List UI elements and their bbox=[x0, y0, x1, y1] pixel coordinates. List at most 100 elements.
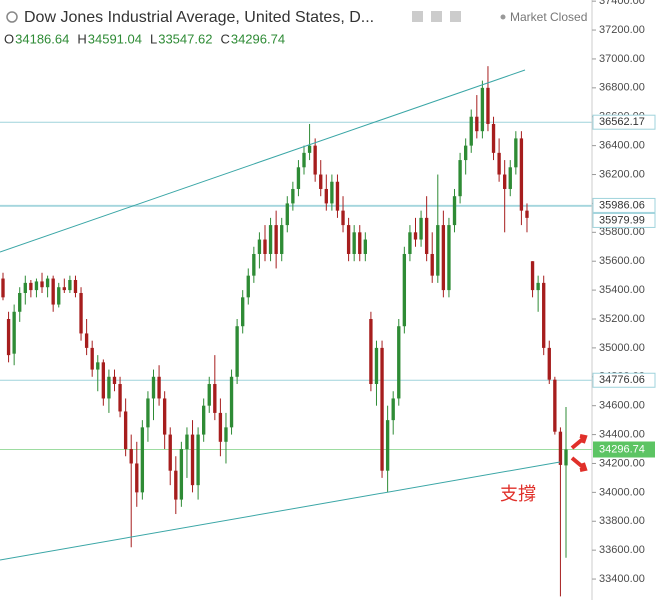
y-tick-label: 37000.00 bbox=[599, 53, 645, 65]
support-annotation: 支撐 bbox=[500, 484, 536, 504]
candle-body bbox=[508, 167, 512, 189]
price-axis: 33400.00 33600.00 33800.00 34000.00 34200.00… bbox=[592, 0, 656, 585]
candle-body bbox=[413, 232, 418, 240]
candle-body bbox=[157, 376, 161, 399]
plot-area bbox=[0, 66, 592, 597]
candle-body bbox=[503, 174, 507, 189]
status-dot bbox=[500, 14, 506, 20]
y-tick-label: 35000.00 bbox=[599, 342, 645, 354]
ohlc-letter: O bbox=[4, 31, 14, 46]
candle-body bbox=[235, 326, 239, 377]
candle-body bbox=[380, 347, 384, 471]
candle-body bbox=[346, 225, 351, 254]
candle-body bbox=[101, 362, 106, 399]
y-tick-label: 35400.00 bbox=[599, 284, 645, 296]
candle-body bbox=[62, 287, 66, 291]
candle-body bbox=[469, 116, 473, 146]
candle-body bbox=[430, 253, 434, 276]
candle-body bbox=[51, 278, 55, 305]
candle-body bbox=[263, 239, 267, 254]
candle-body bbox=[84, 333, 89, 348]
candle-body bbox=[274, 225, 278, 254]
candle-body bbox=[391, 398, 395, 421]
candle-body bbox=[202, 405, 206, 435]
trend-line bbox=[0, 461, 561, 561]
candle-body bbox=[514, 138, 518, 168]
candle-body bbox=[452, 196, 457, 226]
price-label-box bbox=[592, 372, 656, 388]
candle-body bbox=[1, 278, 5, 298]
candle-body bbox=[168, 434, 172, 471]
candle-body bbox=[497, 152, 501, 175]
y-tick-label: 36800.00 bbox=[599, 82, 645, 94]
candle-body bbox=[525, 210, 529, 218]
candle-body bbox=[441, 225, 446, 291]
candle-body bbox=[190, 434, 195, 486]
candle-body bbox=[18, 292, 22, 312]
price-label: 35979.99 bbox=[599, 214, 645, 226]
y-tick-label: 34600.00 bbox=[599, 400, 645, 412]
candle-body bbox=[530, 261, 535, 291]
y-tick-label: 34200.00 bbox=[599, 457, 645, 469]
candle-body bbox=[424, 217, 429, 254]
close-icon[interactable] bbox=[450, 11, 461, 22]
ohlc-letter: H bbox=[77, 31, 86, 46]
candle-body bbox=[358, 232, 362, 254]
price-label-box bbox=[592, 197, 656, 213]
candle-body bbox=[285, 203, 289, 226]
candle-body bbox=[547, 347, 551, 380]
candle-body bbox=[257, 239, 262, 254]
candle-body bbox=[408, 232, 412, 254]
candle-body bbox=[40, 281, 44, 288]
candle-body bbox=[129, 449, 133, 464]
candle-body bbox=[280, 225, 284, 254]
candle-body bbox=[118, 384, 122, 412]
candle-body bbox=[68, 279, 72, 291]
candle-body bbox=[6, 318, 11, 356]
candle-body bbox=[341, 210, 345, 226]
candle-body bbox=[374, 347, 379, 385]
price-label: 34776.06 bbox=[599, 374, 645, 386]
candle-body bbox=[302, 152, 306, 168]
candle-body bbox=[96, 362, 100, 370]
trend-line bbox=[0, 69, 526, 253]
candle-body bbox=[29, 282, 33, 291]
candle-body bbox=[252, 253, 256, 276]
candle-body bbox=[185, 434, 189, 450]
price-label: 36562.17 bbox=[599, 116, 645, 128]
candle-body bbox=[458, 160, 462, 197]
candle-body bbox=[397, 326, 401, 399]
y-tick-label: 33800.00 bbox=[599, 515, 645, 527]
candle-body bbox=[135, 463, 139, 493]
candle-body bbox=[363, 239, 367, 254]
candle-body bbox=[402, 253, 407, 327]
y-tick-label: 35600.00 bbox=[599, 255, 645, 267]
candle-body bbox=[123, 411, 128, 450]
candle-body bbox=[57, 287, 61, 305]
y-tick-label: 34000.00 bbox=[599, 486, 645, 498]
y-tick-label: 35800.00 bbox=[599, 226, 645, 238]
candle-body bbox=[324, 188, 328, 204]
price-label: 35986.06 bbox=[599, 199, 645, 211]
candle-body bbox=[558, 431, 563, 465]
candle-body bbox=[12, 311, 16, 354]
candle-body bbox=[352, 232, 356, 254]
y-tick-label: 36200.00 bbox=[599, 168, 645, 180]
candle-body bbox=[553, 379, 557, 432]
y-tick-label: 34400.00 bbox=[599, 428, 645, 440]
collapse-icon[interactable] bbox=[6, 11, 18, 23]
candle-body bbox=[491, 123, 496, 153]
settings-icon[interactable] bbox=[431, 11, 442, 22]
candle-body bbox=[45, 278, 50, 288]
candle-body bbox=[542, 282, 546, 348]
eye-icon[interactable] bbox=[412, 11, 423, 22]
candle-body bbox=[463, 145, 468, 161]
candle-body bbox=[196, 434, 200, 486]
candle-body bbox=[519, 138, 524, 211]
candle-body bbox=[79, 292, 83, 334]
ohlc-value: 34186.64 bbox=[15, 31, 69, 46]
candle-body bbox=[162, 398, 167, 435]
market-status: Market Closed bbox=[510, 10, 587, 24]
